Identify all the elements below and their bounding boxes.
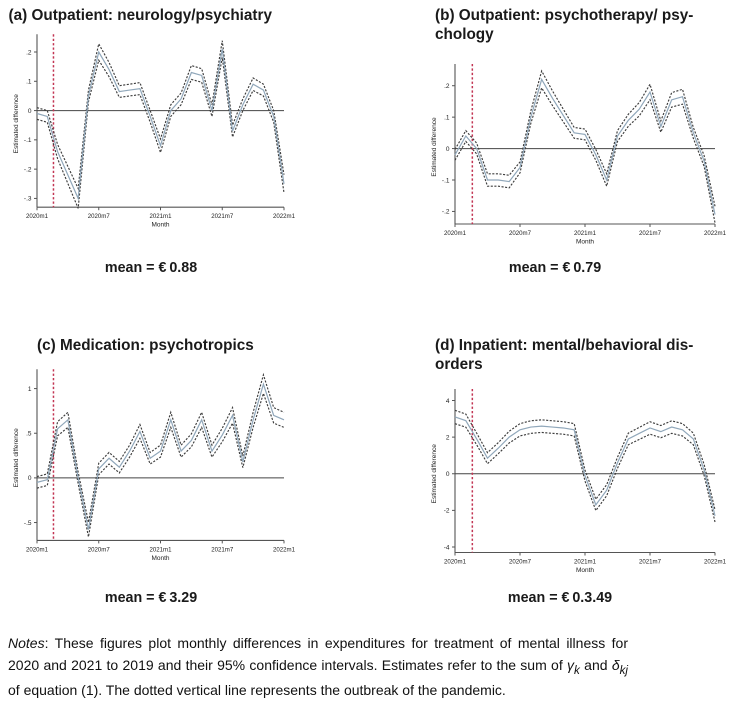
svg-text:-2: -2 [444,508,450,515]
svg-text:4: 4 [446,398,450,405]
svg-text:-.2: -.2 [442,209,450,216]
svg-text:2021m7: 2021m7 [211,213,234,220]
svg-text:2020m1: 2020m1 [26,546,49,553]
svg-text:2021m7: 2021m7 [639,230,662,237]
svg-text:1: 1 [28,386,32,393]
svg-text:-.2: -.2 [24,166,32,173]
svg-text:Month: Month [576,239,594,246]
svg-text:2021m7: 2021m7 [211,546,234,553]
svg-text:2021m7: 2021m7 [639,559,662,566]
svg-text:2021m1: 2021m1 [149,546,172,553]
svg-text:Estimated difference: Estimated difference [431,117,438,177]
svg-text:2022m1: 2022m1 [273,213,296,220]
svg-text:-.1: -.1 [442,177,450,184]
svg-text:0: 0 [446,146,450,153]
svg-text:2021m1: 2021m1 [574,559,597,566]
svg-text:2020m7: 2020m7 [88,546,111,553]
svg-text:Estimated difference: Estimated difference [13,94,20,154]
svg-text:.1: .1 [444,114,450,121]
svg-text:2020m7: 2020m7 [88,213,111,220]
svg-text:2022m1: 2022m1 [704,230,727,237]
svg-text:Estimated difference: Estimated difference [13,428,20,488]
svg-text:.2: .2 [26,49,32,56]
svg-text:.5: .5 [26,431,32,438]
svg-text:0: 0 [28,108,32,115]
svg-text:2020m1: 2020m1 [26,213,49,220]
svg-text:2: 2 [446,434,450,441]
svg-text:-.1: -.1 [24,137,32,144]
svg-text:2022m1: 2022m1 [273,546,296,553]
svg-text:2020m1: 2020m1 [444,230,467,237]
svg-text:Month: Month [151,555,169,562]
svg-text:-.3: -.3 [24,196,32,203]
svg-text:Estimated difference: Estimated difference [431,444,438,504]
svg-text:-.5: -.5 [24,520,32,527]
svg-text:.2: .2 [444,83,450,90]
svg-text:0: 0 [446,471,450,478]
svg-text:0: 0 [28,475,32,482]
svg-text:Month: Month [151,222,169,229]
svg-text:2020m7: 2020m7 [509,559,532,566]
svg-text:2020m1: 2020m1 [444,559,467,566]
svg-text:2022m1: 2022m1 [704,559,727,566]
svg-text:2020m7: 2020m7 [509,230,532,237]
svg-text:2021m1: 2021m1 [149,213,172,220]
svg-text:.1: .1 [26,79,32,86]
svg-text:-4: -4 [444,544,450,551]
svg-text:2021m1: 2021m1 [574,230,597,237]
svg-text:Month: Month [576,567,594,574]
